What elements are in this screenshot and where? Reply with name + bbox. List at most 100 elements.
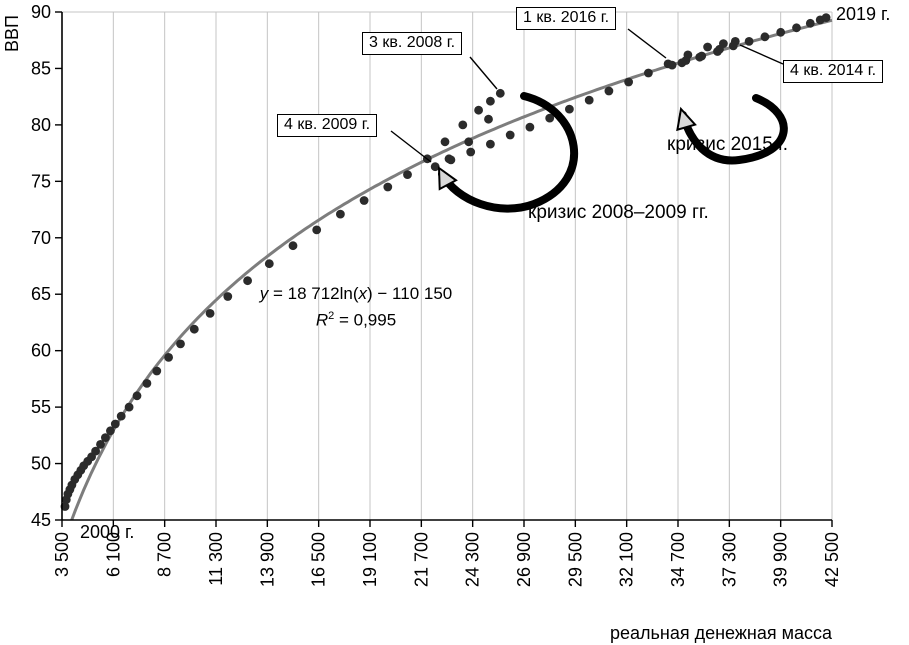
data-point <box>545 113 555 123</box>
data-point <box>821 13 831 22</box>
data-point <box>805 18 815 28</box>
data-point <box>565 104 574 114</box>
trendline-curve <box>70 18 833 521</box>
data-point <box>776 27 786 37</box>
x-tick-label: 39 900 <box>771 532 791 587</box>
y-tick-label: 85 <box>31 58 51 78</box>
data-point <box>383 182 393 192</box>
x-tick-label: 11 300 <box>206 532 226 586</box>
x-tick-label: 8 700 <box>155 532 175 577</box>
y-tick-label: 65 <box>31 284 51 304</box>
data-point <box>484 114 493 124</box>
x-tick-label: 37 300 <box>719 532 739 587</box>
data-point <box>624 77 633 87</box>
data-point <box>205 309 215 318</box>
data-point <box>116 411 126 421</box>
y-tick-label: 90 <box>31 2 51 22</box>
data-point <box>312 225 322 235</box>
data-point <box>760 32 770 42</box>
data-point <box>667 60 677 70</box>
data-point <box>486 96 495 106</box>
trendline-equation: y = 18 712ln(x) − 110 150 R2 = 0,995 <box>228 283 484 332</box>
data-point <box>91 446 100 456</box>
r2-sym: R <box>315 310 329 330</box>
data-point <box>584 95 594 105</box>
x-tick-label: 19 100 <box>360 532 380 587</box>
data-point <box>164 353 174 362</box>
data-point <box>697 51 707 61</box>
data-point <box>132 391 142 401</box>
callout-leader-line <box>739 44 784 65</box>
x-axis-title: реальная денежная масса <box>610 623 833 643</box>
data-point <box>681 56 691 65</box>
callout-leader-line <box>390 130 432 163</box>
x-tick-label: 3 500 <box>52 532 72 577</box>
data-point <box>713 47 722 56</box>
data-point <box>728 41 738 51</box>
data-point <box>152 366 162 376</box>
r2-sup: 2 <box>328 310 335 322</box>
callout-q3-2008: 3 кв. 2008 г. <box>362 32 463 55</box>
data-point <box>744 37 754 46</box>
data-point <box>792 23 801 33</box>
data-point <box>486 139 495 149</box>
data-point <box>101 433 110 442</box>
data-point <box>403 170 412 180</box>
eq-y: y <box>259 284 269 303</box>
y-tick-label: 55 <box>31 397 51 417</box>
crisis-2008-2009-arrow-head <box>437 165 458 191</box>
data-point <box>124 402 134 412</box>
x-tick-label: 24 300 <box>463 532 483 587</box>
label-2019: 2019 г. <box>836 4 891 24</box>
data-point <box>474 105 483 115</box>
data-point <box>359 196 369 205</box>
data-point <box>525 122 535 132</box>
data-point <box>505 130 515 140</box>
data-point <box>464 137 474 147</box>
eq-mid: = 18 712ln( <box>268 284 359 303</box>
eq-x: x <box>358 284 368 303</box>
eq-tail: ) − 110 150 <box>367 284 453 303</box>
data-point <box>604 86 614 96</box>
data-point <box>495 88 505 98</box>
y-tick-label: 45 <box>31 510 51 530</box>
y-tick-label: 70 <box>31 228 51 248</box>
x-tick-label: 6 100 <box>103 532 123 577</box>
data-point <box>644 68 653 78</box>
data-point <box>142 379 152 388</box>
crisis-2015-arrow <box>679 94 788 165</box>
data-point <box>110 419 120 429</box>
callout-q1-2016: 1 кв. 2016 г. <box>516 7 617 30</box>
label-crisis-2008-2009: кризис 2008–2009 гг. <box>528 202 709 223</box>
data-point <box>446 155 456 165</box>
data-point <box>458 120 468 130</box>
callout-q4-2009: 4 кв. 2009 г. <box>277 114 378 137</box>
x-tick-label: 32 100 <box>617 532 637 587</box>
data-point <box>440 137 450 147</box>
y-tick-label: 75 <box>31 171 51 191</box>
callout-q4-2014: 4 кв. 2014 г. <box>783 60 884 83</box>
data-point <box>243 276 253 286</box>
label-2000: 2000 г. <box>80 522 135 542</box>
y-axis-title: ВВП <box>2 15 22 52</box>
crisis-2015-arrow-head <box>676 106 697 132</box>
callout-leader-line <box>627 28 667 59</box>
x-tick-label: 26 900 <box>514 532 534 587</box>
data-point <box>466 147 476 157</box>
data-point <box>96 440 105 449</box>
x-tick-label: 34 700 <box>668 532 688 587</box>
trendline-r-squared: R2 = 0,995 <box>228 305 484 332</box>
x-tick-label: 16 500 <box>309 532 329 587</box>
data-point <box>223 292 233 301</box>
data-point <box>430 162 440 172</box>
callout-leader-line <box>469 56 498 90</box>
x-tick-label: 29 500 <box>565 532 585 587</box>
r2-rest: = 0,995 <box>334 310 397 330</box>
data-point <box>189 324 199 334</box>
crisis-2008-2009-arrow <box>438 92 579 213</box>
label-crisis-2015: кризис 2015 г. <box>667 134 789 155</box>
x-tick-label: 13 900 <box>257 532 277 587</box>
data-point <box>176 339 185 349</box>
